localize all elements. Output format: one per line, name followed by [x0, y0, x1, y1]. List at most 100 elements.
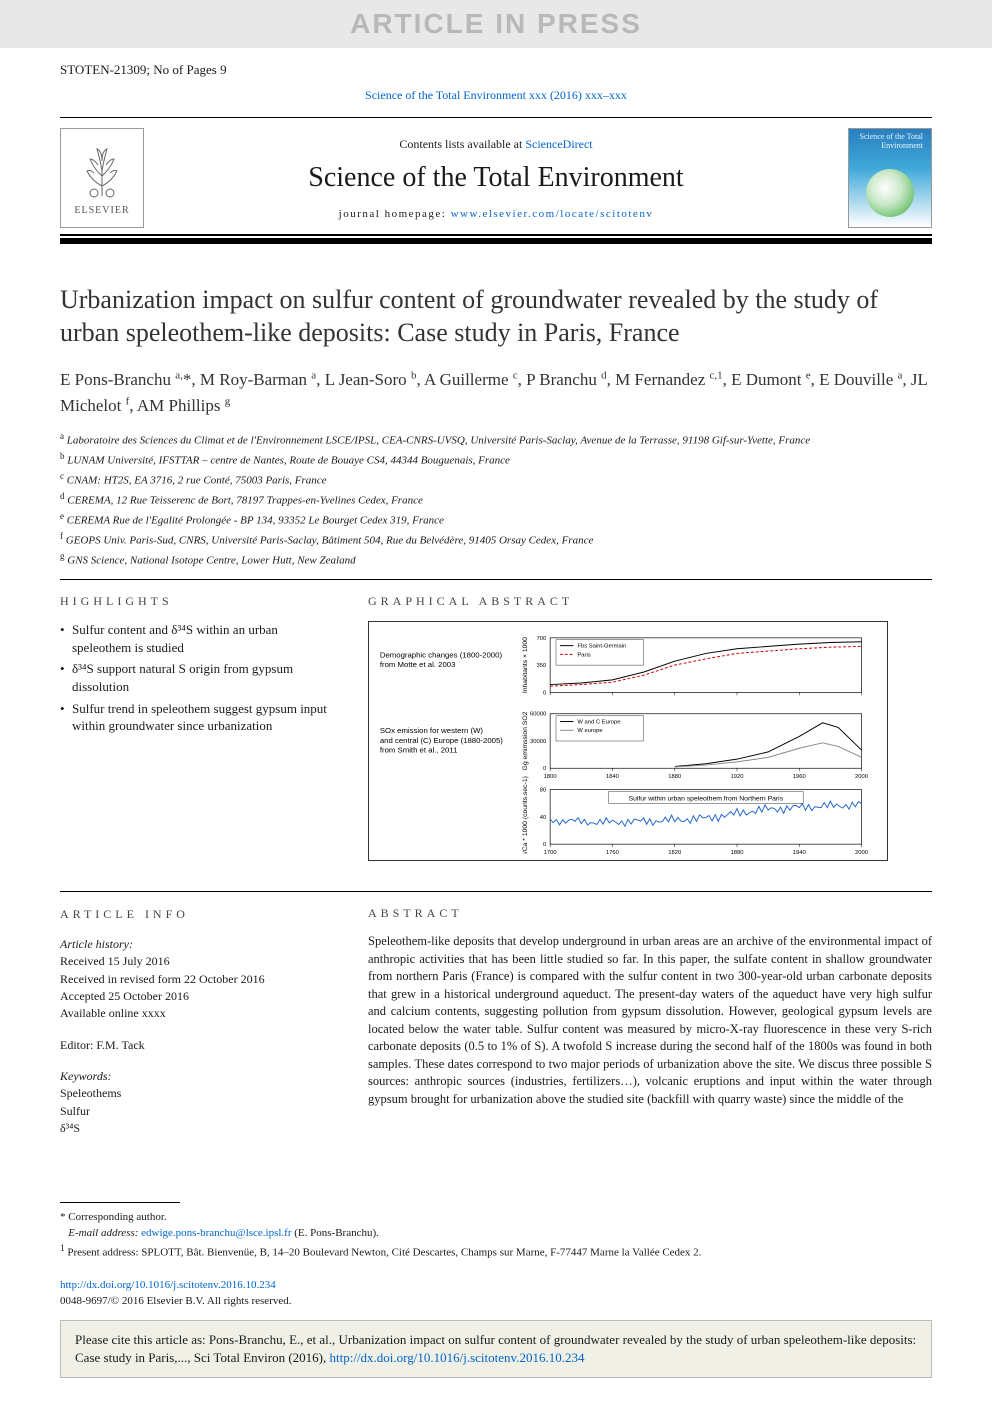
- affiliation-line: f GEOPS Univ. Paris-Sud, CNRS, Universit…: [60, 530, 932, 549]
- present-address-note: 1 Present address: SPLOTT, Bât. Bienvenü…: [60, 1242, 932, 1261]
- corresponding-author-note: * Corresponding author.: [60, 1209, 932, 1226]
- present-address-sup: 1: [60, 1243, 65, 1253]
- journal-homepage-link[interactable]: www.elsevier.com/locate/scitotenv: [451, 208, 654, 220]
- history-line: Accepted 25 October 2016: [60, 988, 340, 1005]
- divider-rule: [60, 891, 932, 892]
- email-person: (E. Pons-Branchu).: [292, 1227, 379, 1239]
- article-title: Urbanization impact on sulfur content of…: [60, 284, 932, 349]
- watermark-text: ARTICLE IN PRESS: [350, 8, 642, 40]
- svg-text:2000: 2000: [855, 774, 869, 780]
- svg-text:1820: 1820: [668, 850, 682, 854]
- email-label: E-mail address:: [68, 1227, 141, 1239]
- svg-text:1800: 1800: [544, 774, 558, 780]
- editor-name: F.M. Tack: [96, 1038, 144, 1052]
- svg-text:1920: 1920: [731, 774, 745, 780]
- watermark-bar: ARTICLE IN PRESS: [0, 0, 992, 48]
- masthead-bottom-rule: [60, 238, 932, 244]
- homepage-prefix: journal homepage:: [339, 208, 451, 220]
- graphical-abstract-section: GRAPHICAL ABSTRACT Demographic changes (…: [368, 594, 932, 861]
- article-history-label: Article history:: [60, 936, 340, 953]
- editor-label: Editor:: [60, 1038, 96, 1052]
- highlight-item: Sulfur content and δ³⁴S within an urban …: [60, 621, 340, 656]
- article-history-block: Article history: Received 15 July 2016Re…: [60, 936, 340, 1023]
- svg-text:1880: 1880: [668, 774, 682, 780]
- svg-text:Gg emimssion SO2: Gg emimssion SO2: [522, 712, 529, 771]
- footnotes-divider: [60, 1202, 180, 1203]
- svg-text:30000: 30000: [530, 739, 547, 745]
- affiliation-line: d CEREMA, 12 Rue Teisserenc de Bort, 781…: [60, 490, 932, 509]
- sciencedirect-link[interactable]: ScienceDirect: [525, 137, 592, 151]
- svg-text:0: 0: [543, 691, 547, 697]
- svg-text:2000: 2000: [855, 850, 869, 854]
- svg-text:from Motte et al. 2003: from Motte et al. 2003: [380, 660, 456, 669]
- highlights-list: Sulfur content and δ³⁴S within an urban …: [60, 621, 340, 734]
- svg-text:W and C Europe: W and C Europe: [577, 720, 620, 726]
- affiliation-line: b LUNAM Université, IFSTTAR – centre de …: [60, 450, 932, 469]
- article-info-section: ARTICLE INFO Article history: Received 1…: [60, 906, 340, 1151]
- present-address-text: Present address: SPLOTT, Bât. Bienvenüe,…: [67, 1246, 701, 1258]
- history-line: Available online xxxx: [60, 1005, 340, 1022]
- svg-text:Paris: Paris: [577, 653, 590, 659]
- keywords-label: Keywords:: [60, 1068, 340, 1085]
- email-line: E-mail address: edwige.pons-branchu@lsce…: [60, 1225, 932, 1242]
- svg-text:Inhabitants × 1000: Inhabitants × 1000: [522, 637, 529, 693]
- affiliation-line: g GNS Science, National Isotope Centre, …: [60, 550, 932, 569]
- publisher-name: ELSEVIER: [74, 205, 129, 220]
- affiliation-line: a Laboratoire des Sciences du Climat et …: [60, 430, 932, 449]
- svg-text:Demographic changes (1800-2000: Demographic changes (1800-2000): [380, 651, 503, 660]
- journal-masthead: ELSEVIER Contents lists available at Sci…: [60, 117, 932, 236]
- journal-reference-line: Science of the Total Environment xxx (20…: [60, 88, 932, 103]
- journal-ref-link[interactable]: Science of the Total Environment xxx (20…: [365, 88, 627, 102]
- svg-text:and central (C) Europe (1880-2: and central (C) Europe (1880-2005): [380, 736, 503, 745]
- affiliation-line: c CNAM: HT2S, EA 3716, 2 rue Conté, 7500…: [60, 470, 932, 489]
- svg-text:80: 80: [540, 788, 547, 794]
- citation-box: Please cite this article as: Pons-Branch…: [60, 1320, 932, 1378]
- abstract-section: ABSTRACT Speleothem-like deposits that d…: [368, 906, 932, 1151]
- svg-text:60000: 60000: [530, 712, 547, 718]
- publisher-logo: ELSEVIER: [60, 128, 144, 228]
- svg-text:W europe: W europe: [577, 729, 602, 735]
- affiliation-line: e CEREMA Rue de l'Egalité Prolongée - BP…: [60, 510, 932, 529]
- svg-text:Fbs Saint-Germain: Fbs Saint-Germain: [577, 644, 626, 650]
- keyword-item: Sulfur: [60, 1103, 340, 1120]
- footnotes-block: * Corresponding author. E-mail address: …: [60, 1209, 932, 1261]
- article-info-heading: ARTICLE INFO: [60, 906, 340, 923]
- cover-globe-icon: [866, 169, 914, 217]
- elsevier-tree-icon: [61, 136, 143, 205]
- highlight-item: δ³⁴S support natural S origin from gypsu…: [60, 660, 340, 695]
- highlights-section: HIGHLIGHTS Sulfur content and δ³⁴S withi…: [60, 594, 340, 861]
- affiliations-list: a Laboratoire des Sciences du Climat et …: [60, 430, 932, 569]
- svg-text:350: 350: [537, 663, 547, 669]
- citation-doi-link[interactable]: http://dx.doi.org/10.1016/j.scitotenv.20…: [330, 1350, 585, 1365]
- svg-text:40: 40: [540, 815, 547, 821]
- history-line: Received in revised form 22 October 2016: [60, 971, 340, 988]
- corresponding-email-link[interactable]: edwige.pons-branchu@lsce.ipsl.fr: [141, 1227, 291, 1239]
- svg-text:1760: 1760: [606, 850, 620, 854]
- svg-text:700: 700: [537, 636, 547, 642]
- svg-text:1840: 1840: [606, 774, 620, 780]
- journal-cover-thumbnail: Science of the Total Environment: [848, 128, 932, 228]
- abstract-text: Speleothem-like deposits that develop un…: [368, 933, 932, 1108]
- journal-homepage-line: journal homepage: www.elsevier.com/locat…: [162, 208, 830, 220]
- journal-title: Science of the Total Environment: [162, 162, 830, 194]
- contents-available-line: Contents lists available at ScienceDirec…: [162, 137, 830, 152]
- keyword-item: δ³⁴S: [60, 1120, 340, 1137]
- svg-text:SOx emission for western (W): SOx emission for western (W): [380, 727, 484, 736]
- abstract-heading: ABSTRACT: [368, 906, 932, 921]
- corresponding-label: Corresponding author.: [68, 1211, 166, 1223]
- doi-link[interactable]: http://dx.doi.org/10.1016/j.scitotenv.20…: [60, 1279, 276, 1291]
- history-line: Received 15 July 2016: [60, 953, 340, 970]
- author-list: E Pons-Branchu a,*, M Roy-Barman a, L Je…: [60, 367, 932, 418]
- cover-title-text: Science of the Total Environment: [853, 133, 927, 151]
- highlights-heading: HIGHLIGHTS: [60, 594, 340, 609]
- copyright-line: 0048-9697/© 2016 Elsevier B.V. All right…: [60, 1295, 292, 1307]
- svg-text:1880: 1880: [731, 850, 745, 854]
- svg-text:Sulfur within urban speleothem: Sulfur within urban speleothem from Nort…: [629, 796, 784, 803]
- svg-text:0: 0: [543, 842, 547, 848]
- highlight-item: Sulfur trend in speleothem suggest gypsu…: [60, 700, 340, 735]
- graphical-abstract-figure: Demographic changes (1800-2000)from Mott…: [368, 621, 888, 861]
- svg-text:from Smith et al., 2011: from Smith et al., 2011: [380, 746, 458, 755]
- svg-text:1700: 1700: [544, 850, 558, 854]
- keyword-item: Speleothems: [60, 1085, 340, 1102]
- svg-text:1960: 1960: [793, 774, 807, 780]
